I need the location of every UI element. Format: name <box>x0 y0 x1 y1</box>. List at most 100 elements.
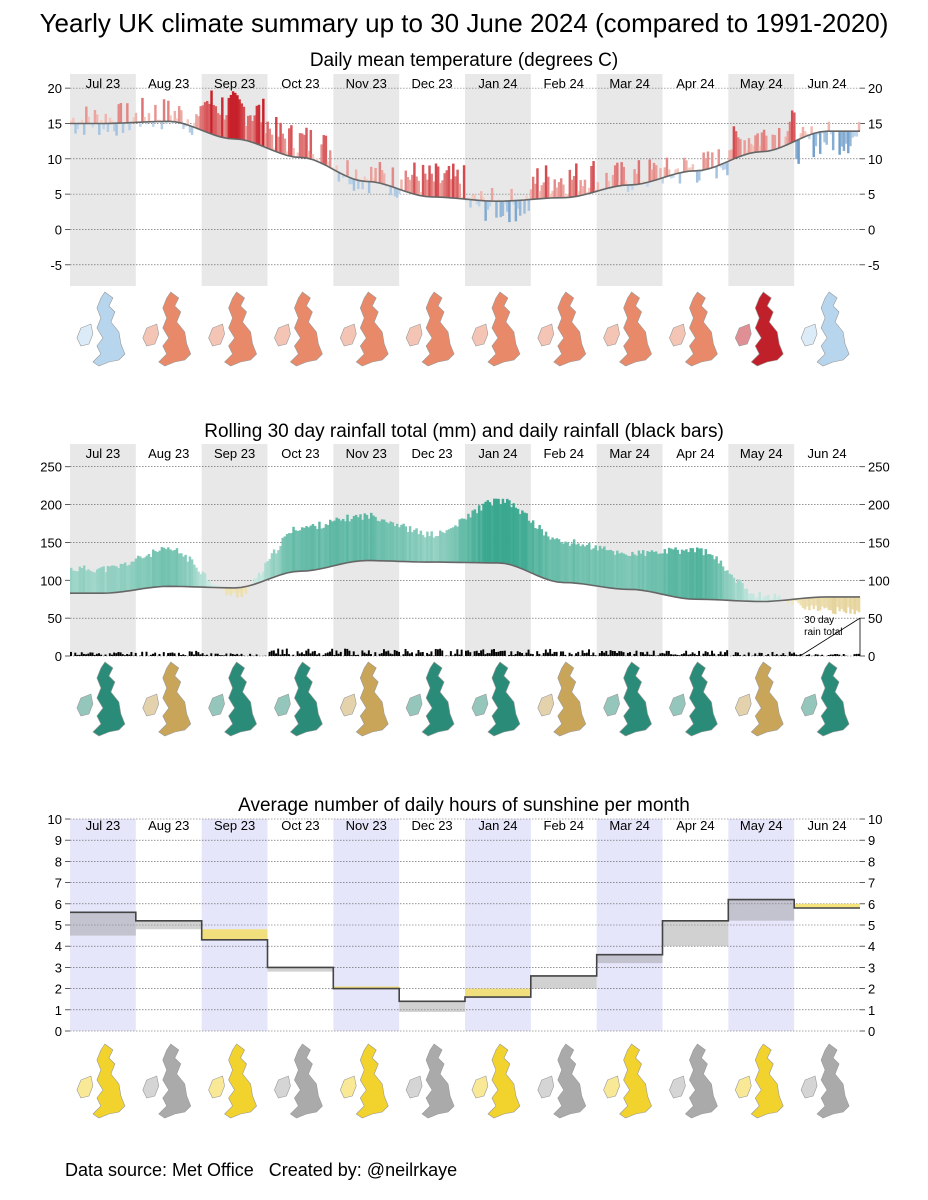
rain-rolling-bar <box>322 527 325 569</box>
rain-rolling-bar <box>117 568 120 593</box>
temp-day-bar <box>795 140 798 160</box>
rain-daily-bar <box>592 652 595 656</box>
rain-rolling-bar <box>253 578 256 585</box>
temp-day-bar <box>76 123 79 129</box>
y-tick-label-left: 50 <box>48 611 62 626</box>
rain-daily-bar <box>611 650 614 656</box>
rain-rolling-bar <box>665 553 669 596</box>
rain-rolling-bar <box>698 548 701 600</box>
temp-day-bar <box>728 150 731 162</box>
temp-day-bar <box>534 183 537 200</box>
rain-rolling-bar <box>305 526 308 572</box>
rain-daily-bar <box>613 651 616 656</box>
y-tick-label-right: 8 <box>868 854 875 869</box>
y-tick-label-left: 250 <box>40 460 62 475</box>
0-month-label: May 24 <box>740 76 783 91</box>
temp-day-bar <box>851 131 854 138</box>
temp-day-bar <box>439 183 442 198</box>
rain-rolling-bar <box>741 582 744 601</box>
temp-day-bar <box>497 199 500 202</box>
temp-day-bar <box>715 166 718 179</box>
rain-rolling-bar <box>160 547 164 587</box>
great-britain-shape <box>224 661 257 737</box>
temp-day-bar <box>847 131 850 154</box>
rain-daily-bar <box>346 648 349 656</box>
rain-rolling-bar <box>823 596 826 609</box>
ireland-shape <box>274 323 291 347</box>
rain-daily-bar <box>629 652 631 656</box>
rain-rolling-bar <box>801 598 805 608</box>
rain-rolling-bar <box>246 586 250 588</box>
rain-rolling-bar <box>838 596 841 612</box>
rain-rolling-bar <box>162 547 166 587</box>
temp-day-bar <box>117 104 120 124</box>
2-month-label: Aug 23 <box>148 818 189 833</box>
temp-day-bar <box>201 105 205 131</box>
rain-daily-bar <box>523 655 526 656</box>
y-tick-label-right: 1 <box>868 1003 875 1018</box>
temp-day-bar <box>661 178 664 184</box>
2-month-label: Mar 24 <box>609 818 649 833</box>
rain-rolling-bar <box>339 520 343 565</box>
rain-rolling-bar <box>467 513 470 563</box>
rain-rolling-bar <box>719 560 723 600</box>
rain-daily-bar <box>74 652 77 656</box>
rain-daily-bar <box>641 652 644 656</box>
2-month-label: Nov 23 <box>346 818 387 833</box>
rain-rolling-bar <box>428 536 431 563</box>
rain-daily-bar <box>736 652 739 656</box>
rain-daily-bar <box>678 655 681 656</box>
rain-rolling-bar <box>350 518 354 563</box>
sunshine-month-bar <box>530 975 597 989</box>
rain-rolling-bar <box>367 518 371 561</box>
temp-day-bar <box>695 170 699 183</box>
temp-day-bar <box>629 184 632 188</box>
rain-daily-bar <box>726 650 729 656</box>
sunshine-month-bar <box>596 954 663 964</box>
rain-rolling-bar <box>434 536 438 563</box>
rain-daily-bar <box>354 654 357 656</box>
rain-rolling-bar <box>529 522 533 573</box>
rain-rolling-bar <box>730 574 733 601</box>
rain-daily-bar <box>510 651 513 656</box>
rain-rolling-bar <box>659 553 662 594</box>
rain-daily-bar <box>221 655 224 656</box>
2-month-label: Jun 24 <box>808 818 847 833</box>
rain-rolling-bar <box>836 596 839 608</box>
rain-daily-bar <box>111 654 113 656</box>
rain-rolling-bar <box>313 525 317 571</box>
rain-rolling-bar <box>426 531 429 563</box>
rain-daily-bar <box>460 649 463 656</box>
rain-daily-bar <box>428 654 431 656</box>
uk-map-rain <box>142 661 192 737</box>
rain-rolling-bar <box>205 579 209 588</box>
temp-day-bar <box>790 110 794 143</box>
rain-rolling-bar <box>281 537 284 575</box>
1-month-label: Jan 24 <box>478 446 517 461</box>
rain-daily-bar <box>829 654 832 656</box>
temp-day-bar <box>113 123 116 132</box>
rain-rolling-bar <box>676 549 679 598</box>
rain-rolling-bar <box>572 539 576 583</box>
rain-rolling-bar <box>82 565 86 594</box>
rain-daily-bar <box>683 653 685 656</box>
rain-daily-bar <box>210 653 213 656</box>
temp-day-bar <box>609 187 613 190</box>
rain-rolling-bar <box>70 567 73 594</box>
2-month-label: Sep 23 <box>214 818 255 833</box>
rain-daily-bar <box>538 653 541 656</box>
temp-day-bar <box>210 90 213 134</box>
temp-day-bar <box>93 109 97 124</box>
rain-rolling-bar <box>201 571 205 588</box>
y-tick-label-left: 100 <box>40 573 62 588</box>
temp-day-bar <box>430 173 433 197</box>
rain-rolling-bar <box>726 570 729 601</box>
great-britain-shape <box>421 661 455 737</box>
rain-daily-bar <box>149 654 152 656</box>
temp-day-bar <box>672 174 675 178</box>
rain-daily-bar <box>758 652 761 656</box>
temp-day-bar <box>803 131 807 138</box>
2-month-label: May 24 <box>740 818 783 833</box>
rain-rolling-bar <box>549 539 552 581</box>
rain-rolling-bar <box>516 508 520 567</box>
